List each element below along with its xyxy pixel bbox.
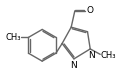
Text: O: O	[87, 6, 94, 15]
Text: CH₃: CH₃	[101, 51, 116, 60]
Text: CH₃: CH₃	[5, 33, 21, 42]
Text: N: N	[88, 51, 94, 60]
Text: N: N	[70, 61, 77, 70]
